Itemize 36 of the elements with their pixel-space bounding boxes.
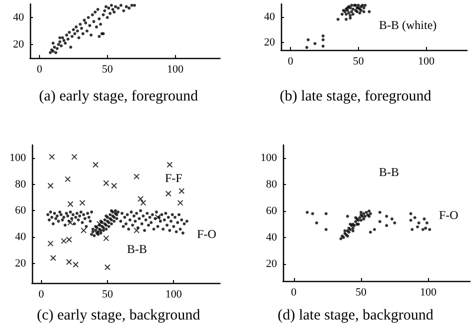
y-tick-label: 40 <box>264 10 276 23</box>
annotation: B-B (white) <box>379 18 437 32</box>
y-tick-label: 100 <box>10 152 26 164</box>
y-tick-label: 20 <box>15 257 26 270</box>
x-tick-label: 50 <box>102 288 114 300</box>
x-tick-label: 0 <box>288 56 294 68</box>
y-tick-label: 60 <box>15 204 26 217</box>
x-tick-label: 50 <box>352 56 364 68</box>
y-tick-label: 20 <box>264 36 276 48</box>
x-tick-label: 0 <box>291 286 298 298</box>
text: (d) late stage, background <box>278 308 434 323</box>
annotation: B-B <box>379 165 400 179</box>
annotation: B-B <box>127 242 148 256</box>
annotation: F-O <box>439 208 459 222</box>
y-tick-label: 20 <box>13 38 24 50</box>
text: (a) early stage, foreground <box>38 88 199 104</box>
x-tick-label: 0 <box>38 288 45 300</box>
x-tick-label: 100 <box>420 286 438 298</box>
x-tick-label: 100 <box>166 64 184 76</box>
y-tick-label: 20 <box>266 258 278 270</box>
y-tick-label: 40 <box>13 12 24 24</box>
annotation: F-O <box>197 227 217 241</box>
x-tick-label: 0 <box>36 64 43 76</box>
y-tick-label: 40 <box>266 231 278 244</box>
text: (c) early stage, background <box>36 308 201 323</box>
y-tick-label: 80 <box>15 178 26 190</box>
annotation: F-F <box>165 171 183 185</box>
x-tick-label: 50 <box>102 64 114 76</box>
x-tick-label: 50 <box>356 286 368 298</box>
text: (b) late stage, foreground <box>280 88 432 104</box>
y-tick-label: 80 <box>266 178 278 191</box>
y-tick-label: 40 <box>15 231 26 243</box>
x-tick-label: 100 <box>418 56 436 68</box>
y-tick-label: 60 <box>266 205 278 218</box>
x-tick-label: 100 <box>165 288 182 300</box>
y-tick-label: 100 <box>260 152 278 164</box>
